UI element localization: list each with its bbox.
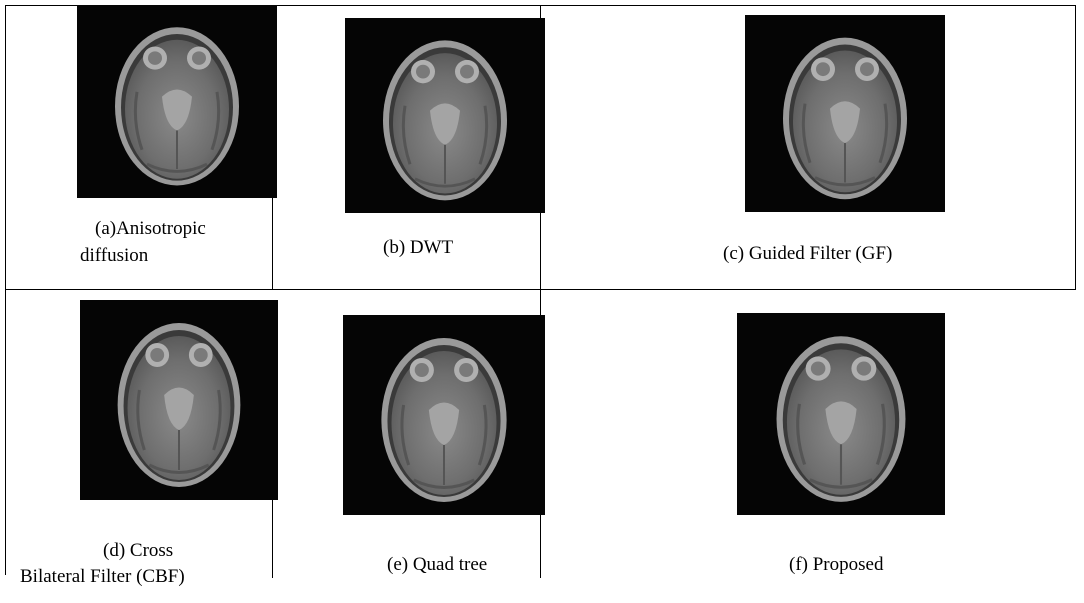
figure: (a)Anisotropic diffusion (b) DWT (c) Gui… xyxy=(0,0,1084,603)
caption: (b) DWT xyxy=(383,237,453,259)
mri-image xyxy=(80,300,278,500)
table-border-right xyxy=(1075,5,1076,290)
mri-image xyxy=(745,15,945,212)
mri-image xyxy=(345,18,545,213)
mri-image xyxy=(77,5,277,198)
table-border-left xyxy=(5,5,6,575)
col-divider xyxy=(272,198,273,290)
caption: (f) Proposed xyxy=(789,554,883,576)
mri-image xyxy=(343,315,545,515)
caption: (e) Quad tree xyxy=(387,554,487,576)
caption: (c) Guided Filter (GF) xyxy=(723,243,892,265)
col-divider xyxy=(272,500,273,578)
caption: Bilateral Filter (CBF) xyxy=(20,566,185,588)
caption: diffusion xyxy=(80,245,148,267)
caption: (a)Anisotropic xyxy=(95,218,206,240)
caption: (d) Cross xyxy=(103,540,173,562)
mri-image xyxy=(737,313,945,515)
